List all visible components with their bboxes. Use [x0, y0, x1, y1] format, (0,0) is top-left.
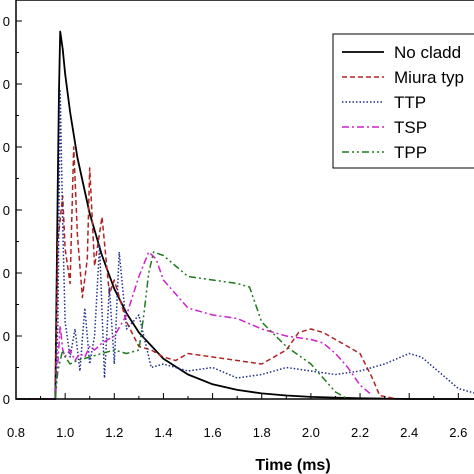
y-tick-label: 0 [3, 266, 10, 281]
x-tick-label: 0.8 [7, 425, 25, 440]
plot-frame [15, 0, 474, 400]
y-tick-label: 0 [3, 140, 10, 155]
x-axis-title: Time (ms) [255, 457, 330, 474]
legend-label-3: TTP [394, 93, 426, 112]
x-tick-label: 2.0 [302, 425, 320, 440]
y-tick-label: 0 [3, 329, 10, 344]
y-tick-label: 0 [3, 14, 10, 29]
y-tick-label: 0 [3, 392, 10, 407]
legend-label-5: TPP [394, 143, 427, 162]
x-tick-label: 1.8 [253, 425, 271, 440]
series-line-3 [16, 90, 474, 400]
x-tick-label: 1.6 [204, 425, 222, 440]
y-tick-label: 0 [3, 203, 10, 218]
legend: No cladd Miura typ TTP TSP TPP [332, 33, 474, 169]
legend-label-1: No cladd [394, 43, 461, 62]
x-tick-label: 2.6 [449, 425, 467, 440]
x-tick-label: 1.4 [154, 425, 172, 440]
series-line-2 [16, 146, 398, 400]
series-line-4 [16, 251, 373, 400]
ticks-layer: 0.8 1.0 1.2 1.4 1.6 1.8 2.0 2.2 2.4 2.6 0 0 0 0 0 0 0 [3, 14, 468, 440]
y-tick-label: 0 [3, 77, 10, 92]
x-tick-label: 1.0 [56, 425, 74, 440]
legend-label-4: TSP [394, 118, 427, 137]
x-tick-label: 2.2 [351, 425, 369, 440]
series-line-5 [16, 251, 349, 400]
legend-box [332, 33, 474, 169]
legend-label-2: Miura typ [394, 68, 464, 87]
x-tick-label: 1.2 [105, 425, 123, 440]
x-tick-label: 2.4 [400, 425, 418, 440]
